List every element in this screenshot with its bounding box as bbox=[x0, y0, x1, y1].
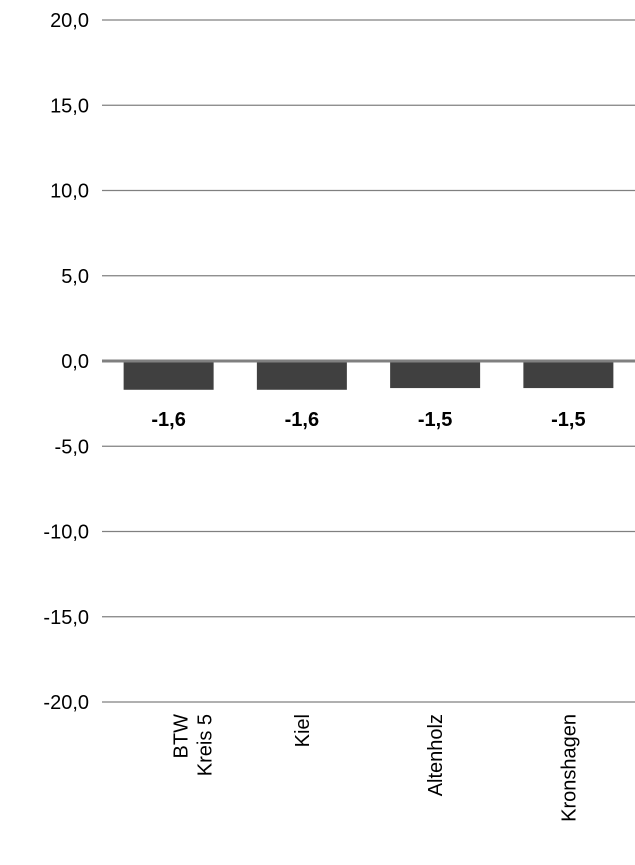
y-tick-label: 0,0 bbox=[61, 351, 89, 373]
data-label: -1,6 bbox=[285, 409, 319, 431]
category-label: Altenholz bbox=[425, 714, 447, 796]
y-tick-label: -15,0 bbox=[43, 607, 89, 629]
category-labels: BTW Kreis 5 Kiel Altenholz Kronshagen bbox=[171, 714, 581, 822]
y-tick-label: -20,0 bbox=[43, 692, 89, 714]
category-label-line: BTW bbox=[171, 714, 193, 759]
y-tick-label: 5,0 bbox=[61, 266, 89, 288]
bar bbox=[256, 362, 347, 390]
bar bbox=[523, 362, 614, 389]
y-tick-label: -5,0 bbox=[55, 436, 89, 458]
data-label: -1,5 bbox=[551, 409, 585, 431]
category-label-line: Kiel bbox=[292, 714, 314, 747]
category-label-line: Kronshagen bbox=[558, 714, 580, 822]
category-label: Kronshagen bbox=[558, 714, 580, 822]
data-labels: -1,6 -1,6 -1,5 -1,5 bbox=[151, 409, 585, 431]
y-tick-label: -10,0 bbox=[43, 522, 89, 544]
category-label-line: Altenholz bbox=[425, 714, 447, 796]
y-tick-label: 20,0 bbox=[50, 10, 89, 32]
data-label: -1,6 bbox=[151, 409, 185, 431]
y-tick-label: 10,0 bbox=[50, 181, 89, 203]
category-label-line: Kreis 5 bbox=[195, 714, 217, 776]
data-label: -1,5 bbox=[418, 409, 452, 431]
category-label: BTW Kreis 5 bbox=[171, 714, 217, 776]
y-tick-label: 15,0 bbox=[50, 95, 89, 117]
category-label: Kiel bbox=[292, 714, 314, 747]
gridlines bbox=[102, 19, 635, 703]
y-axis-tick-labels: 20,0 15,0 10,0 5,0 0,0 -5,0 -10,0 -15,0 -20,0 bbox=[43, 10, 89, 714]
bars bbox=[123, 362, 614, 390]
bar bbox=[390, 362, 481, 389]
bar bbox=[123, 362, 214, 390]
